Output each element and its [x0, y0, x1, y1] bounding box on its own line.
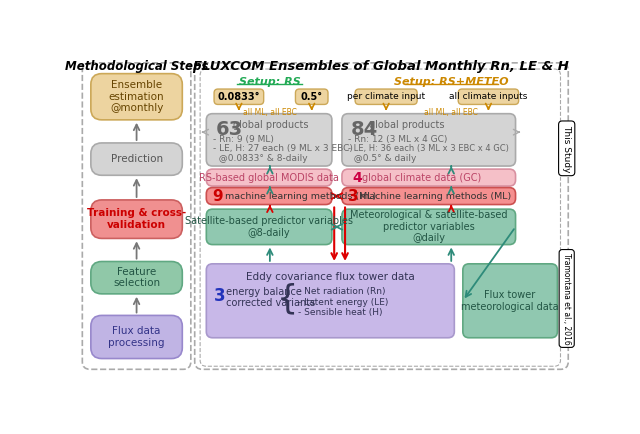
FancyBboxPatch shape	[195, 63, 568, 369]
Text: 3: 3	[348, 188, 359, 204]
Text: Setup: RS: Setup: RS	[239, 77, 301, 87]
FancyBboxPatch shape	[206, 264, 454, 338]
FancyBboxPatch shape	[206, 187, 332, 204]
FancyBboxPatch shape	[206, 169, 332, 186]
FancyBboxPatch shape	[206, 114, 332, 166]
Text: Satellite-based predictor variables
@8-daily: Satellite-based predictor variables @8-d…	[185, 216, 353, 238]
Text: per climate input: per climate input	[347, 92, 425, 101]
Text: machine learning methods (ML): machine learning methods (ML)	[358, 191, 512, 201]
Text: FLUXCOM Ensembles of Global Monthly Rn, LE & H: FLUXCOM Ensembles of Global Monthly Rn, …	[193, 60, 568, 73]
FancyBboxPatch shape	[342, 209, 516, 245]
Text: RS-based global MODIS data: RS-based global MODIS data	[199, 173, 339, 183]
FancyBboxPatch shape	[296, 89, 328, 105]
Text: - LE, H: 27 each (9 ML x 3 EBC): - LE, H: 27 each (9 ML x 3 EBC)	[212, 145, 353, 154]
FancyBboxPatch shape	[83, 63, 191, 369]
Text: Training & cross-
validation: Training & cross- validation	[87, 208, 186, 230]
Text: Methodological Steps: Methodological Steps	[65, 60, 208, 73]
Text: This Study: This Study	[562, 125, 572, 172]
Text: 0.5°: 0.5°	[301, 92, 323, 102]
FancyBboxPatch shape	[342, 114, 516, 166]
Text: - Net radiation (Rn): - Net radiation (Rn)	[298, 287, 385, 296]
Text: @0.5° & daily: @0.5° & daily	[348, 154, 417, 163]
Text: 0.0833°: 0.0833°	[218, 92, 260, 102]
Text: Ensemble
estimation
@monthly: Ensemble estimation @monthly	[109, 80, 164, 113]
Text: 4: 4	[353, 171, 362, 184]
Text: - Rn: 12 (3 ML x 4 GC): - Rn: 12 (3 ML x 4 GC)	[348, 135, 447, 144]
Text: Flux data
processing: Flux data processing	[108, 326, 165, 348]
Text: global products: global products	[233, 120, 308, 130]
Text: all ML, all EBC: all ML, all EBC	[424, 108, 478, 116]
Text: global climate data (GC): global climate data (GC)	[362, 173, 481, 183]
FancyBboxPatch shape	[463, 264, 557, 338]
FancyBboxPatch shape	[91, 316, 182, 358]
Text: Prediction: Prediction	[111, 154, 163, 164]
Text: Setup: RS+METEO: Setup: RS+METEO	[394, 77, 509, 87]
FancyBboxPatch shape	[91, 200, 182, 238]
Text: all ML, all EBC: all ML, all EBC	[243, 108, 297, 116]
FancyBboxPatch shape	[355, 89, 417, 105]
FancyBboxPatch shape	[200, 69, 561, 366]
FancyBboxPatch shape	[342, 187, 516, 204]
Text: - Rn: 9 (9 ML): - Rn: 9 (9 ML)	[212, 135, 273, 144]
FancyBboxPatch shape	[91, 143, 182, 175]
Text: - Latent energy (LE): - Latent energy (LE)	[298, 298, 388, 307]
Text: all climate inputs: all climate inputs	[449, 92, 527, 101]
FancyBboxPatch shape	[214, 89, 264, 105]
FancyBboxPatch shape	[206, 209, 332, 245]
Text: Tramontana et al., 2016: Tramontana et al., 2016	[562, 253, 572, 344]
Text: Flux tower
meteorological data: Flux tower meteorological data	[461, 290, 559, 312]
Text: 84: 84	[351, 120, 378, 139]
Text: - Sensible heat (H): - Sensible heat (H)	[298, 309, 382, 318]
Text: - LE, H: 36 each (3 ML x 3 EBC x 4 GC): - LE, H: 36 each (3 ML x 3 EBC x 4 GC)	[348, 145, 509, 154]
Text: 63: 63	[216, 120, 243, 139]
Text: 9: 9	[212, 188, 223, 204]
FancyBboxPatch shape	[91, 262, 182, 294]
Text: Eddy covariance flux tower data: Eddy covariance flux tower data	[246, 272, 415, 282]
Text: global products: global products	[369, 120, 445, 130]
Text: 3: 3	[214, 287, 226, 305]
FancyBboxPatch shape	[91, 74, 182, 120]
Text: machine learning methods (ML): machine learning methods (ML)	[222, 191, 376, 201]
FancyBboxPatch shape	[342, 169, 516, 186]
Text: Meteorological & satellite-based
predictor variables
@daily: Meteorological & satellite-based predict…	[350, 210, 508, 243]
FancyBboxPatch shape	[458, 89, 518, 105]
Text: Feature
selection: Feature selection	[113, 267, 160, 289]
Text: corrected variants: corrected variants	[223, 298, 316, 308]
Text: energy balance: energy balance	[223, 287, 302, 297]
Text: @0.0833° & 8-daily: @0.0833° & 8-daily	[212, 154, 307, 163]
Text: {: {	[277, 282, 298, 315]
